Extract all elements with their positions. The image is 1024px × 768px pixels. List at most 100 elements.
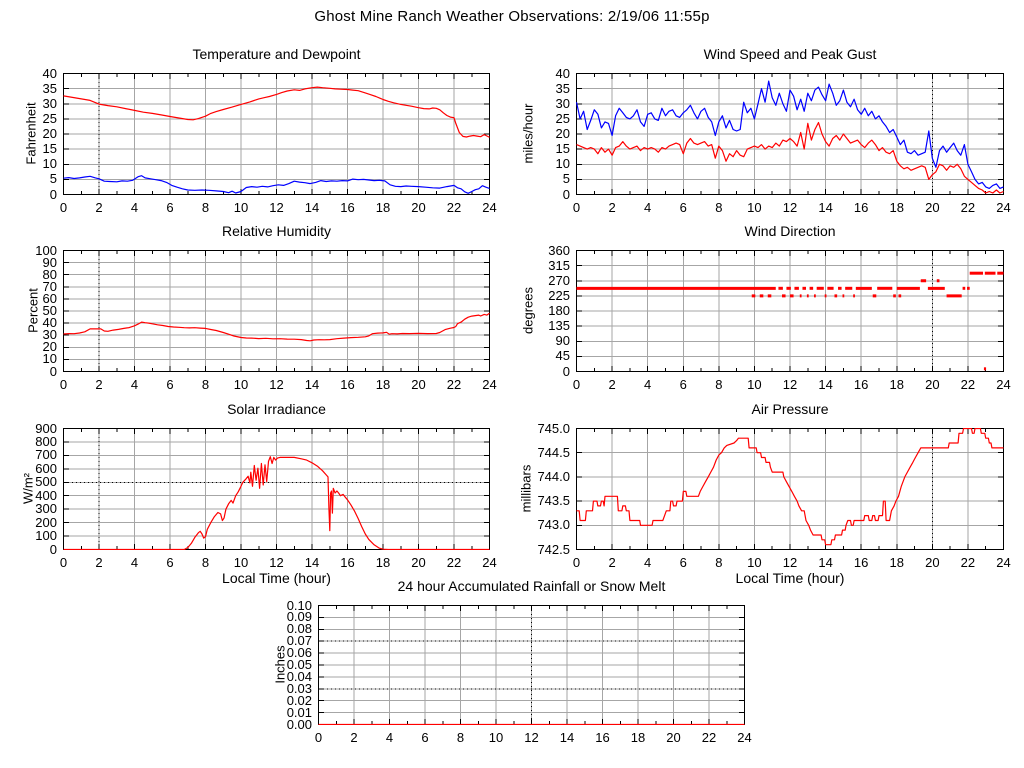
y-tick-label: 15: [555, 141, 570, 157]
y-tick-label: 400: [35, 487, 57, 503]
page-title: Ghost Mine Ranch Weather Observations: 2…: [314, 8, 710, 25]
x-tick-label: 2: [95, 377, 103, 392]
y-tick-label: 100: [35, 528, 57, 544]
x-tick-label: 22: [960, 377, 976, 392]
y-tick-label: 80: [42, 266, 57, 282]
x-tick-label: 16: [340, 200, 355, 215]
y-tick-label: 5: [562, 171, 570, 187]
x-tick-label: 8: [201, 377, 210, 392]
y-tick-label: 0: [49, 186, 57, 202]
series-humidity: [63, 312, 490, 342]
x-tick-label: 8: [201, 200, 210, 215]
plot-area-solar-irradiance: [63, 428, 490, 550]
x-tick-label: 6: [166, 377, 174, 392]
x-tick-label: 16: [595, 730, 610, 745]
y-tick-label: 0: [562, 363, 570, 379]
y-tick-label: 35: [555, 80, 570, 96]
x-tick-label: 16: [853, 200, 869, 215]
x-tick-label: 4: [130, 200, 139, 215]
x-tick-label: 0: [314, 730, 323, 745]
x-tick-label: 22: [960, 200, 976, 215]
y-tick-label: 20: [42, 339, 57, 355]
x-tick-label: 6: [166, 555, 174, 570]
series-wind-speed: [576, 121, 1004, 194]
y-tick-label: 30: [42, 327, 57, 343]
y-tick-label: 0.03: [286, 680, 312, 696]
chart-title-temperature-dewpoint: Temperature and Dewpoint: [192, 46, 361, 62]
y-tick-label: 500: [35, 474, 57, 490]
x-tick-label: 12: [269, 555, 284, 570]
y-tick-label: 0.00: [286, 716, 312, 732]
chart-title-solar-irradiance: Solar Irradiance: [227, 401, 326, 417]
plot-area-rainfall: [318, 605, 745, 725]
x-tick-label: 24: [996, 200, 1011, 215]
y-tick-label: 180: [548, 303, 570, 318]
y-tick-label: 30: [42, 95, 57, 111]
y-tick-label: 0.01: [286, 704, 312, 720]
x-tick-label: 20: [925, 555, 940, 570]
y-tick-label: 135: [548, 318, 570, 334]
y-tick-label: 745.0: [537, 420, 570, 436]
x-tick-label: 16: [853, 377, 869, 392]
y-tick-label: 0: [49, 363, 57, 379]
x-tick-label: 4: [644, 200, 652, 215]
y-tick-label: 50: [42, 303, 57, 318]
y-tick-label: 10: [42, 156, 57, 172]
y-tick-label: 225: [548, 287, 570, 303]
plot-area-relative-humidity: [63, 250, 490, 372]
y-tick-label: 900: [35, 420, 57, 436]
x-tick-label: 12: [782, 377, 798, 392]
x-tick-label: 8: [715, 377, 723, 392]
x-tick-label: 6: [679, 377, 687, 392]
series-irradiance: [63, 456, 490, 550]
x-tick-label: 16: [853, 555, 869, 570]
y-tick-label: 744.5: [537, 444, 570, 460]
y-tick-label: 90: [42, 254, 57, 270]
y-tick-label: 744.0: [537, 468, 570, 484]
y-tick-label: 70: [42, 278, 57, 294]
x-tick-label: 12: [524, 730, 539, 745]
y-tick-label: 5: [49, 171, 57, 187]
series-dewpoint: [63, 175, 490, 194]
x-tick-label: 0: [572, 377, 581, 392]
y-tick-label: 200: [35, 514, 57, 530]
series-peak-gust: [576, 80, 1004, 190]
x-tick-label: 8: [201, 555, 210, 570]
x-tick-label: 14: [818, 555, 833, 570]
y-tick-label: 315: [548, 257, 570, 273]
y-tick-label: 60: [42, 290, 57, 306]
y-tick-label: 25: [42, 110, 57, 126]
y-tick-label: 743.0: [537, 517, 570, 533]
x-tick-label: 8: [715, 200, 723, 215]
x-tick-label: 24: [482, 200, 497, 215]
x-tick-label: 24: [482, 555, 497, 570]
plot-frame: [576, 428, 1004, 550]
x-tick-label: 10: [233, 200, 249, 215]
y-tick-label: 25: [555, 110, 570, 126]
chart-title-air-pressure: Air Pressure: [751, 401, 829, 417]
x-tick-label: 0: [59, 555, 68, 570]
x-tick-label: 2: [95, 200, 103, 215]
x-tick-label: 24: [737, 730, 752, 745]
x-tick-label: 0: [59, 377, 68, 392]
y-tick-label: 0: [49, 541, 57, 557]
x-tick-label: 0: [572, 555, 581, 570]
y-tick-label: 35: [42, 80, 57, 96]
y-tick-label: 0: [562, 186, 570, 202]
x-tick-label: 4: [644, 377, 652, 392]
x-tick-label: 20: [411, 200, 426, 215]
x-tick-label: 16: [340, 377, 355, 392]
chart-title-relative-humidity: Relative Humidity: [222, 223, 331, 239]
plot-frame: [63, 73, 490, 195]
x-tick-label: 6: [166, 200, 174, 215]
y-tick-label: 90: [555, 333, 570, 349]
x-tick-label: 0: [59, 200, 68, 215]
chart-title-rainfall: 24 hour Accumulated Rainfall or Snow Mel…: [397, 578, 666, 594]
y-tick-label: 45: [555, 348, 570, 364]
x-tick-label: 6: [421, 730, 429, 745]
x-tick-label: 4: [644, 555, 652, 570]
x-axis-label-air-pressure: Local Time (hour): [735, 570, 845, 586]
series-temperature: [63, 86, 490, 138]
x-tick-label: 2: [608, 200, 616, 215]
